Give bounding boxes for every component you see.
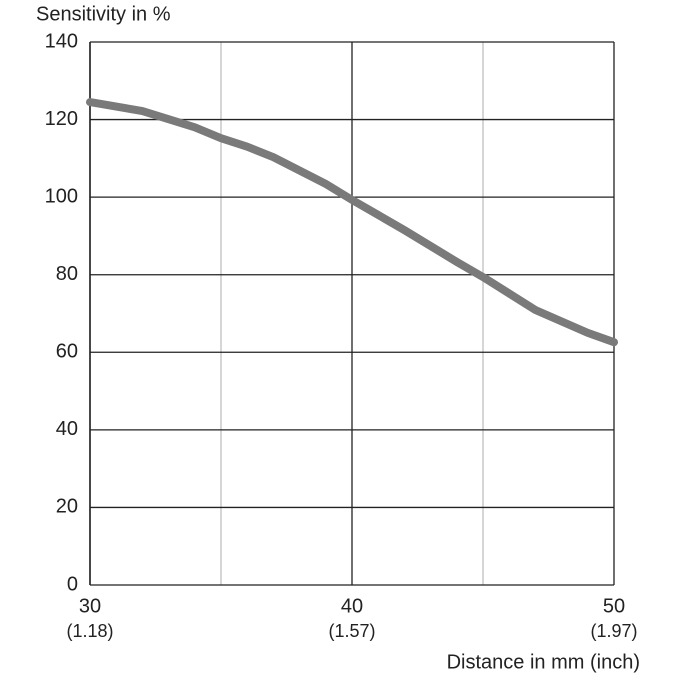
y-tick-label: 40 bbox=[56, 418, 78, 440]
y-axis-label: Sensitivity in % bbox=[36, 3, 171, 25]
y-tick-label: 60 bbox=[56, 341, 78, 363]
x-tick-label: 50 bbox=[603, 595, 625, 617]
y-tick-label: 120 bbox=[45, 108, 78, 130]
y-tick-label: 20 bbox=[56, 496, 78, 518]
x-tick-sublabel: (1.57) bbox=[328, 621, 375, 641]
x-tick-sublabel: (1.97) bbox=[590, 621, 637, 641]
x-axis-label: Distance in mm (inch) bbox=[447, 651, 640, 673]
y-tick-label: 80 bbox=[56, 263, 78, 285]
y-tick-label: 100 bbox=[45, 185, 78, 207]
x-tick-label: 40 bbox=[341, 595, 363, 617]
y-tick-label: 0 bbox=[67, 573, 78, 595]
y-tick-label: 140 bbox=[45, 30, 78, 52]
x-tick-sublabel: (1.18) bbox=[66, 621, 113, 641]
data-line bbox=[86, 98, 618, 347]
x-tick-label: 30 bbox=[79, 595, 101, 617]
